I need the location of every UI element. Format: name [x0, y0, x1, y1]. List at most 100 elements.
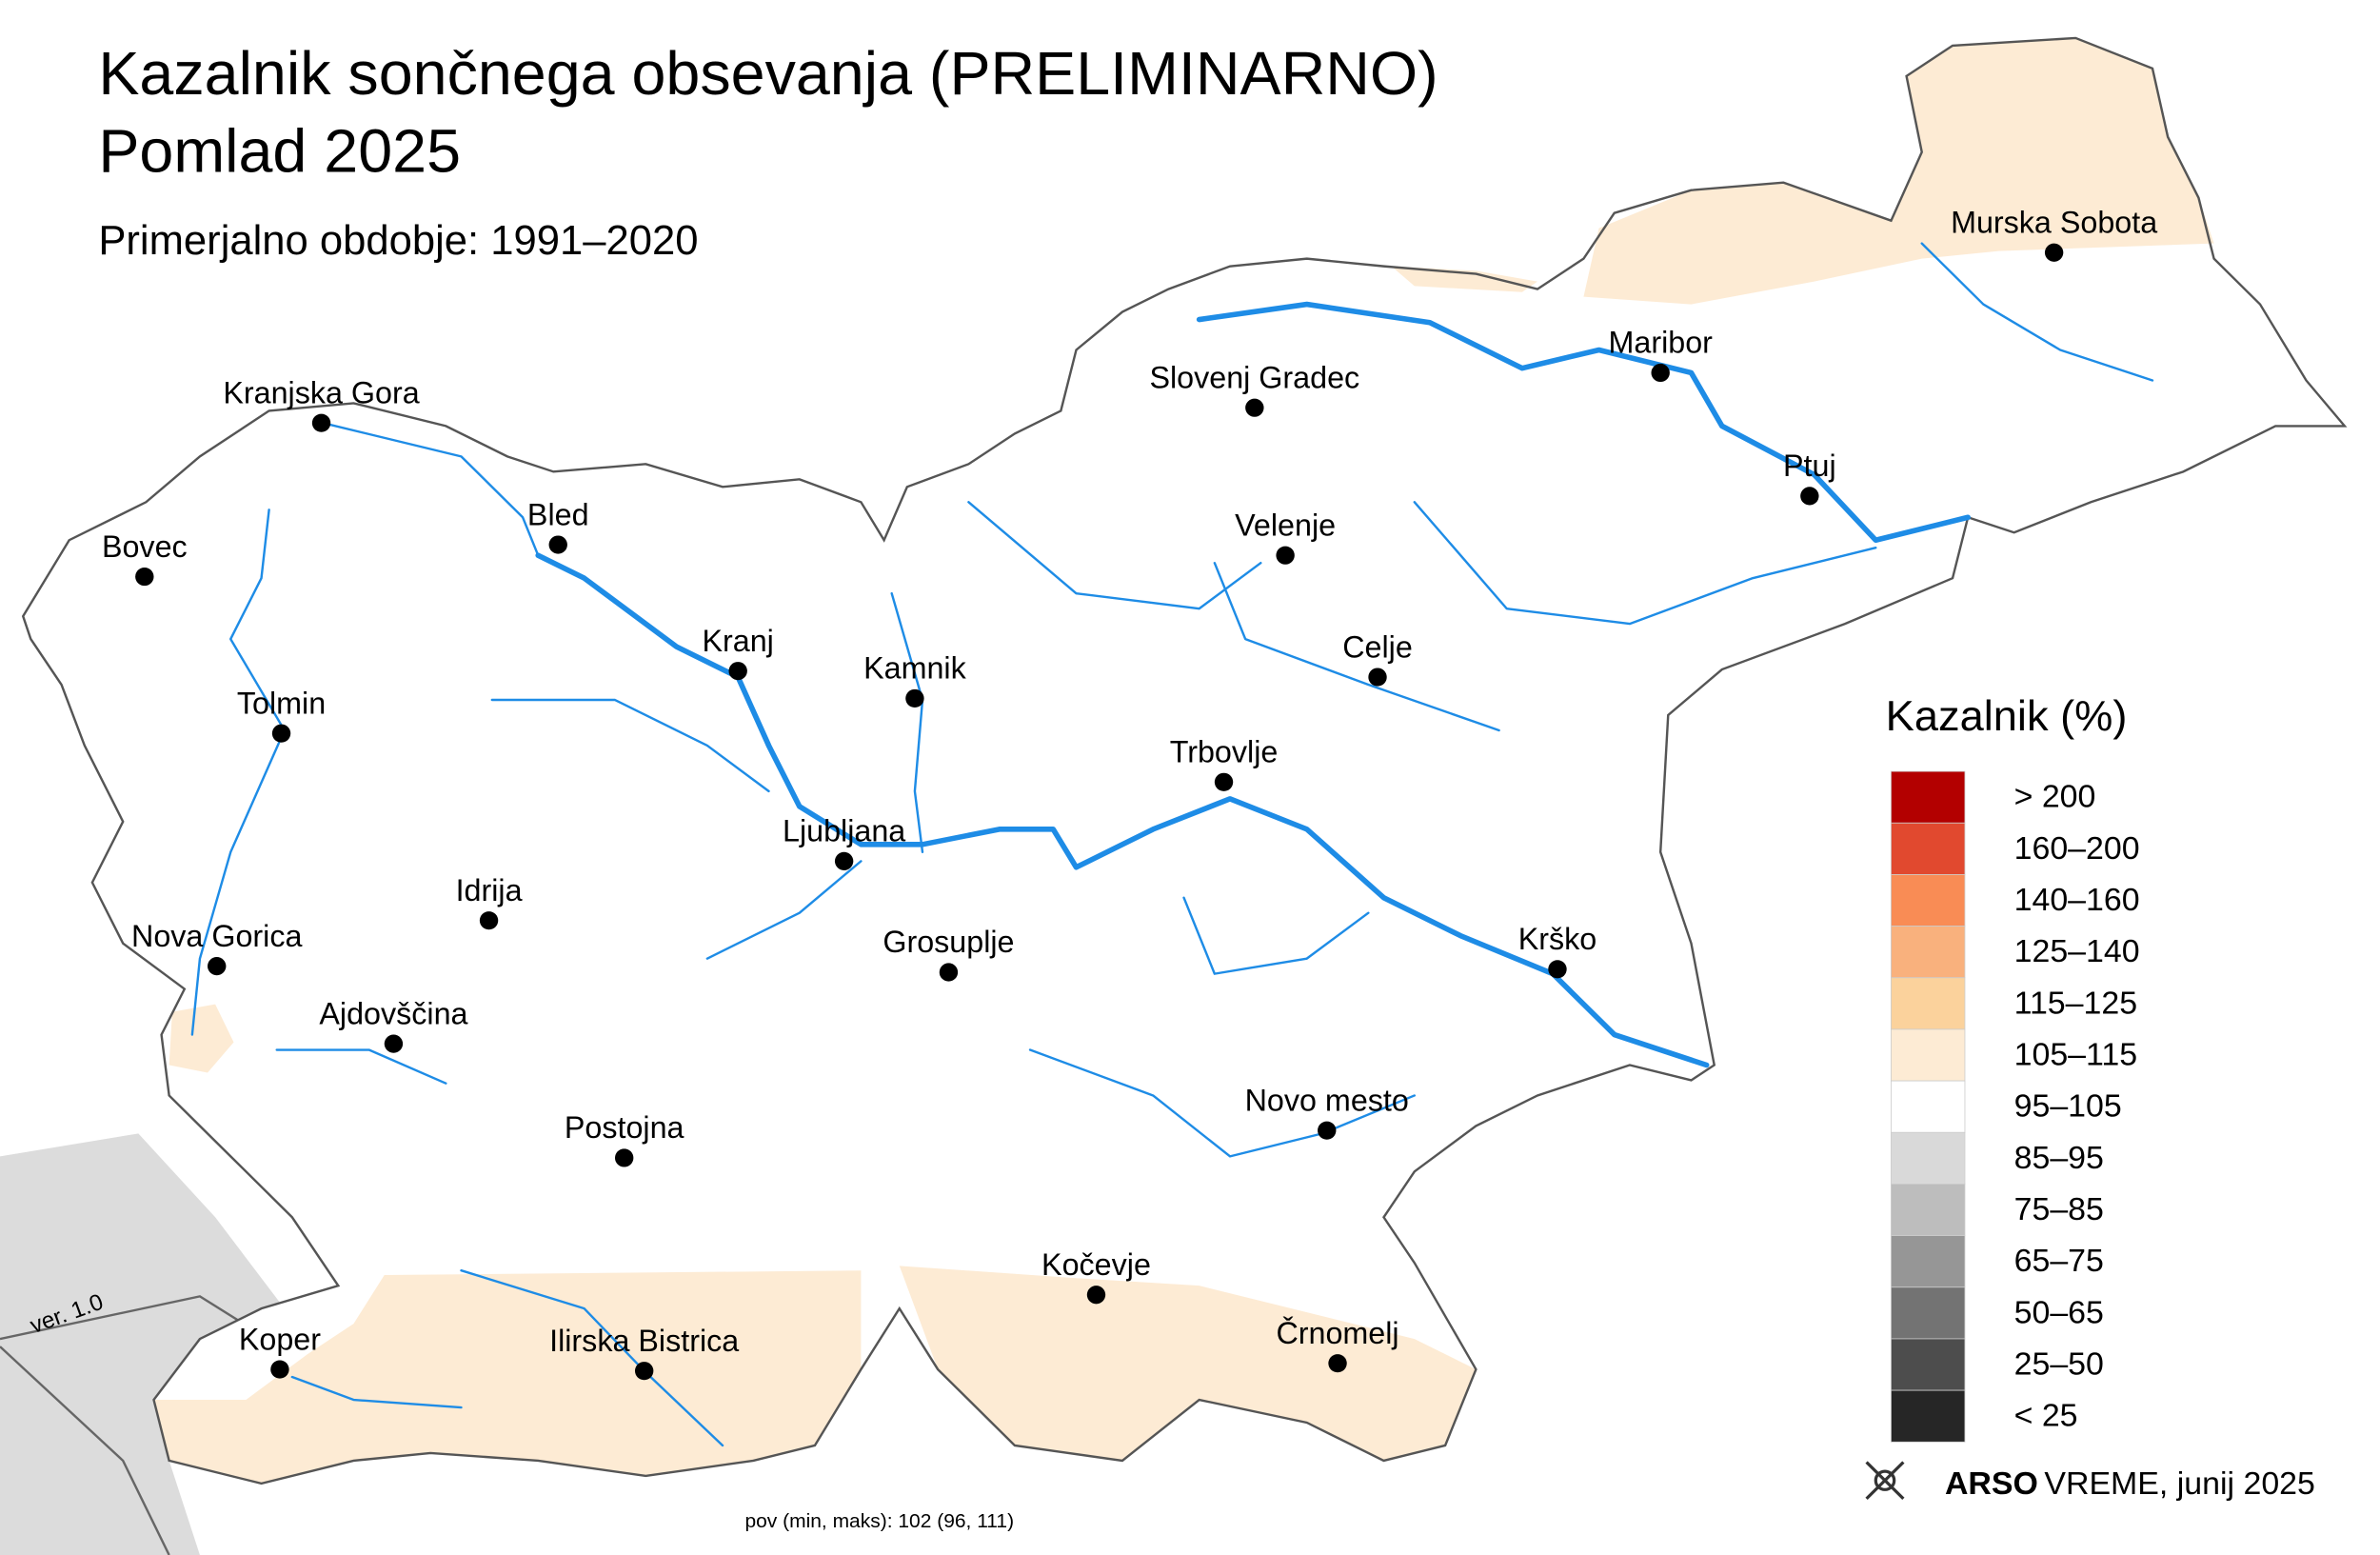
- city: Postojna: [565, 1110, 684, 1167]
- legend-label: 75–85: [2014, 1191, 2104, 1227]
- city: Kranjska Gora: [223, 376, 420, 432]
- river: [1182, 896, 1370, 975]
- river: [1413, 501, 1877, 626]
- legend-label: < 25: [2014, 1398, 2078, 1434]
- city-dot: [1651, 363, 1670, 383]
- country-outline: [21, 36, 2348, 1485]
- city-dot: [634, 1362, 654, 1381]
- city-dot: [1318, 1121, 1337, 1140]
- footer: ARSO VREME, junij 2025: [1945, 1465, 2315, 1502]
- city-dot: [208, 957, 227, 976]
- city-dot: [1800, 487, 1819, 506]
- legend-label: 125–140: [2014, 933, 2140, 969]
- city: Grosuplje: [883, 925, 1015, 982]
- legend-label: 95–105: [2014, 1088, 2122, 1125]
- city-label: Ptuj: [1783, 449, 1836, 483]
- city: Murska Sobota: [1951, 206, 2157, 262]
- product: VREME: [2044, 1465, 2159, 1502]
- city: Ljubljana: [783, 814, 905, 870]
- city-dot: [270, 1360, 289, 1379]
- river: [967, 501, 1262, 610]
- city-label: Celje: [1342, 629, 1413, 664]
- city: Kočevje: [1041, 1247, 1151, 1305]
- cities: Kranjska Gora Bovec Bled Kranj Kamnik Tolmin L…: [102, 206, 2157, 1381]
- city-label: Grosuplje: [883, 925, 1014, 959]
- river: [705, 860, 863, 960]
- region: [153, 1270, 862, 1484]
- legend-swatch: [1891, 1184, 1966, 1237]
- city-dot: [311, 413, 331, 432]
- reference-period: Primerjalno obdobje: 1991–2020: [98, 218, 698, 264]
- city-dot: [905, 688, 924, 708]
- city-dot: [1086, 1286, 1106, 1305]
- city: Celje: [1342, 629, 1413, 687]
- city-label: Postojna: [565, 1110, 684, 1145]
- logo-icon: [1865, 1461, 1905, 1501]
- city-label: Ljubljana: [783, 814, 905, 848]
- neighbor-area: [0, 1133, 307, 1555]
- city-label: Maribor: [1608, 326, 1713, 360]
- city: Nova Gorica: [131, 919, 303, 976]
- statistics: pov (min, maks): 102 (96, 111): [744, 1510, 1014, 1532]
- region: [1583, 37, 2214, 305]
- city: Maribor: [1608, 326, 1713, 383]
- river: [1213, 562, 1500, 732]
- river: [275, 1048, 447, 1085]
- city-label: Ilirska Bistrica: [549, 1324, 739, 1358]
- city-label: Trbovlje: [1170, 735, 1279, 769]
- legend-swatch: [1891, 977, 1966, 1030]
- city-label: Tolmin: [237, 687, 326, 721]
- city-dot: [1328, 1354, 1347, 1373]
- brand: ARSO: [1945, 1465, 2038, 1502]
- river: [490, 698, 770, 793]
- legend-label: 65–75: [2014, 1243, 2104, 1279]
- city-dot: [1245, 398, 1264, 417]
- legend-label: 85–95: [2014, 1140, 2104, 1176]
- city-dot: [939, 963, 959, 982]
- border-line: [0, 1346, 170, 1555]
- city: Ajdovščina: [319, 997, 468, 1053]
- city-dot: [1368, 668, 1387, 687]
- city: Novo mesto: [1245, 1084, 1409, 1140]
- city: Kranj: [703, 624, 774, 681]
- legend-swatch: [1891, 1235, 1966, 1288]
- above-normal-areas: [153, 37, 2214, 1484]
- legend-swatch: [1891, 822, 1966, 875]
- country: [23, 37, 2345, 1484]
- legend-swatch: [1891, 1080, 1966, 1133]
- city: Idrija: [456, 873, 523, 930]
- city-label: Kočevje: [1041, 1247, 1151, 1282]
- city-dot: [479, 911, 499, 930]
- city-dot: [1276, 546, 1295, 565]
- legend-title: Kazalnik (%): [1886, 691, 2128, 740]
- river: [290, 1375, 463, 1409]
- city-label: Novo mesto: [1245, 1084, 1409, 1118]
- legend-swatch: [1891, 1286, 1966, 1340]
- city-dot: [1214, 772, 1234, 791]
- legend-swatch: [1891, 874, 1966, 927]
- legend-label: 140–160: [2014, 882, 2140, 918]
- city-dot: [271, 724, 291, 743]
- region: [169, 1004, 234, 1073]
- city-label: Idrija: [456, 873, 523, 907]
- river: [890, 591, 924, 853]
- title: Kazalnik sončnega obsevanja (PRELIMINARN…: [98, 39, 1438, 108]
- city: Bovec: [102, 529, 188, 587]
- city-label: Bled: [527, 497, 589, 531]
- river: [1028, 1048, 1416, 1158]
- date: , junij 2025: [2159, 1465, 2315, 1502]
- legend: > 200 160–200 140–160 125–140 115–125 105–115…: [1891, 770, 2140, 1443]
- city-dot: [548, 535, 567, 554]
- city-dot: [135, 567, 154, 587]
- legend-label: 105–115: [2014, 1037, 2137, 1073]
- city-label: Nova Gorica: [131, 919, 303, 953]
- season: Pomlad 2025: [98, 117, 461, 186]
- river: [321, 422, 540, 557]
- river: [1920, 242, 2154, 382]
- city: Ilirska Bistrica: [549, 1324, 739, 1381]
- city-label: Kranj: [703, 624, 774, 658]
- rivers: [190, 242, 2154, 1447]
- legend-swatch: [1891, 1028, 1966, 1082]
